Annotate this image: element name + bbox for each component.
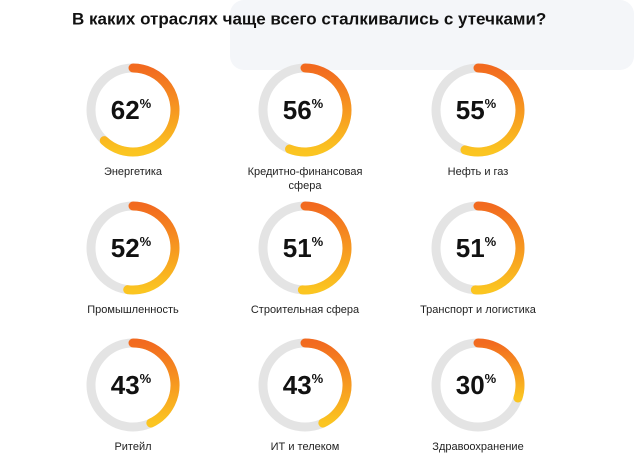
value-label: 43% [283,370,324,400]
value-number: 43 [283,370,312,400]
gauge-arc [473,338,525,403]
value-unit: % [485,234,497,249]
category-label: Промышленность [87,304,179,316]
category-label: Строительная сфера [250,304,360,316]
value-unit: % [312,96,324,111]
value-label: 30% [456,370,497,400]
gauge-arc [300,338,352,428]
value-number: 62 [111,95,140,125]
value-label: 55% [456,95,497,125]
gauge-arc [123,201,180,295]
category-label: Энергетика [103,166,163,178]
value-unit: % [312,371,324,386]
category-label-box: Кредитно-финансовая сфера [247,166,363,192]
value-number: 55 [456,95,485,125]
background-shape [230,0,634,70]
gauge-arc [128,338,180,428]
category-label-box: Промышленность [87,304,179,316]
value-unit: % [140,234,152,249]
value-number: 51 [456,233,485,263]
value-unit: % [485,371,497,386]
value-label: 62% [111,95,152,125]
value-unit: % [140,96,152,111]
value-number: 56 [283,95,312,125]
value-unit: % [485,96,497,111]
category-label-box: Строительная сфера [250,304,360,316]
value-label: 51% [456,233,497,263]
category-label-box: Энергетика [103,166,163,178]
value-label: 43% [111,370,152,400]
value-number: 51 [283,233,312,263]
category-label: Нефть и газ [447,166,509,178]
value-number: 52 [111,233,140,263]
category-label: Кредитно-финансовая сфера [247,166,363,192]
value-unit: % [312,234,324,249]
category-label: Здравоохранение [432,441,524,453]
gauge-arc [297,201,352,295]
gauge-arc [470,201,525,295]
value-label: 56% [283,95,324,125]
value-number: 43 [111,370,140,400]
gauge-arc [460,63,525,157]
category-label-box: Транспорт и логистика [420,304,536,316]
category-label-box: Здравоохранение [432,441,524,453]
category-label: Ритейл [114,441,152,453]
value-number: 30 [456,370,485,400]
gauge-arc [99,63,180,157]
value-unit: % [140,371,152,386]
category-label-box: ИТ и телеком [270,441,340,453]
gauge-arc [285,63,352,157]
category-label: Транспорт и логистика [420,304,536,316]
chart-title: В каких отраслях чаще всего сталкивались… [72,9,546,28]
value-label: 52% [111,233,152,263]
category-label: ИТ и телеком [270,441,340,453]
category-label-box: Ритейл [114,441,152,453]
category-label-box: Нефть и газ [447,166,509,178]
value-label: 51% [283,233,324,263]
